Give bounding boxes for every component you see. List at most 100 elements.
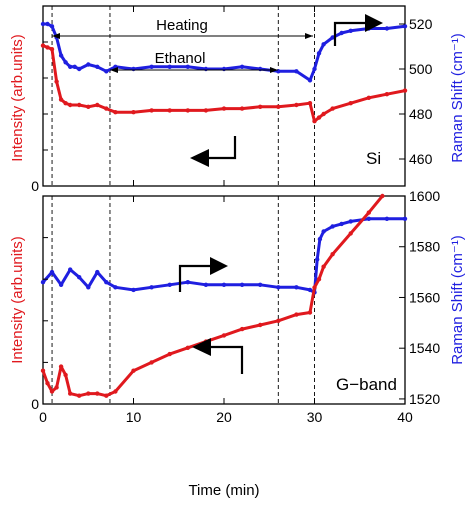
si-data-marks bbox=[40, 21, 408, 124]
g-series-0-point bbox=[239, 282, 245, 287]
si-series-0-point bbox=[307, 78, 313, 83]
g-series-0-point bbox=[366, 216, 371, 221]
g-series-0-point bbox=[49, 269, 55, 275]
si-series-0-point bbox=[86, 62, 91, 67]
g-series-1-point bbox=[68, 391, 73, 396]
si-series-0-point bbox=[104, 69, 109, 74]
g-series-1-point bbox=[104, 393, 109, 398]
si-series-1-point bbox=[63, 101, 68, 106]
g-series-1-point bbox=[330, 252, 335, 257]
g-series-0-point bbox=[131, 287, 136, 293]
g-series-0-point bbox=[330, 224, 335, 229]
si-series-1-point bbox=[45, 45, 50, 50]
g-right-tick-label: 1600 bbox=[409, 188, 440, 204]
si-right-axis-arrowhead-icon bbox=[365, 14, 383, 32]
g-left-tick-label: 0 bbox=[31, 396, 39, 412]
si-series-0-point bbox=[58, 53, 64, 58]
si-series-1-point bbox=[104, 106, 109, 111]
g-series-0-point bbox=[58, 282, 64, 287]
si-series-1-point bbox=[203, 108, 209, 113]
si-series-0-point bbox=[40, 21, 46, 27]
si-series-1-point bbox=[221, 106, 227, 111]
si-series-1-point bbox=[131, 110, 136, 115]
si-series-0-point bbox=[68, 64, 73, 70]
g-left-axis-title: Intensity (arb.units) bbox=[9, 236, 26, 364]
si-right-axis-arrow-icon bbox=[333, 21, 365, 46]
g-series-0-point bbox=[86, 285, 91, 290]
g-series-1-point bbox=[95, 391, 100, 396]
g-series-1-point bbox=[307, 310, 313, 315]
si-series-0-point bbox=[131, 66, 136, 72]
g-vertical-guides bbox=[51, 196, 315, 404]
si-series-0-point bbox=[348, 28, 353, 33]
g-right-axis-arrow-icon bbox=[178, 264, 210, 292]
g-series-1-point bbox=[276, 318, 281, 323]
g-series-0-point bbox=[203, 282, 209, 287]
si-series-1-point bbox=[348, 101, 353, 106]
g-axis-ticks: 0 10 20 30 40 1520 1540 1560 1580 1600 0 bbox=[31, 188, 440, 425]
g-left-axis-arrow-icon bbox=[211, 345, 244, 374]
si-left-axis-arrowhead-icon bbox=[190, 149, 209, 167]
si-series-0-point bbox=[330, 35, 335, 40]
heating-annotation: Heating bbox=[52, 15, 313, 39]
g-series-0-point bbox=[149, 285, 154, 290]
si-axis-ticks: 460 480 500 520 0 bbox=[31, 6, 433, 194]
g-series-1-point bbox=[380, 193, 385, 199]
si-right-tick-label: 460 bbox=[409, 151, 433, 167]
g-right-tick-label: 1580 bbox=[409, 239, 440, 255]
si-series-0-point bbox=[45, 21, 50, 27]
g-panel-label: G−band bbox=[336, 375, 397, 394]
si-series-0-point bbox=[402, 24, 408, 29]
g-series-0-point bbox=[258, 282, 263, 287]
si-panel-label: Si bbox=[366, 149, 381, 168]
g-series-0-point bbox=[339, 221, 344, 227]
g-series-0-point bbox=[113, 285, 118, 290]
g-series-0-point bbox=[77, 275, 82, 280]
g-series-1-point bbox=[45, 381, 50, 386]
g-series-1-point bbox=[54, 385, 59, 390]
panel-g-band: 0 10 20 30 40 1520 1540 1560 1580 1600 0 G−band Ti… bbox=[31, 188, 440, 499]
si-series-1-point bbox=[113, 110, 118, 115]
g-series-0-point bbox=[321, 229, 326, 234]
ethanol-label: Ethanol bbox=[155, 50, 206, 67]
g-x-tick-label: 30 bbox=[307, 409, 323, 425]
si-series-1-point bbox=[149, 108, 154, 113]
si-series-0-point bbox=[95, 64, 100, 70]
heating-label-bg bbox=[142, 15, 222, 33]
heating-arrowhead-left bbox=[52, 33, 60, 39]
ethanol-arrowhead-left bbox=[110, 67, 118, 73]
si-series-1-point bbox=[167, 108, 172, 113]
si-right-tick-label: 520 bbox=[409, 16, 433, 32]
g-series-1-point bbox=[131, 368, 136, 373]
g-right-tick-label: 1560 bbox=[409, 289, 440, 305]
si-series-0-point bbox=[149, 64, 154, 70]
si-series-0-point bbox=[312, 66, 317, 72]
si-series-1-point bbox=[185, 108, 190, 113]
g-series-1-point bbox=[77, 393, 82, 398]
g-right-tick-label: 1520 bbox=[409, 391, 440, 407]
g-right-axis-title: Raman Shift (cm⁻¹) bbox=[449, 235, 466, 365]
si-series-1-point bbox=[49, 47, 55, 52]
si-series-1-point bbox=[330, 106, 335, 111]
si-left-axis-title: Intensity (arb.units) bbox=[9, 34, 26, 162]
g-series-0-point bbox=[348, 219, 353, 224]
g-series-0-point bbox=[317, 236, 323, 242]
g-series-1-point bbox=[312, 285, 317, 290]
g-right-axis-arrowhead-icon bbox=[210, 257, 228, 275]
si-right-tick-label: 500 bbox=[409, 61, 433, 77]
si-series-1-point bbox=[312, 119, 317, 124]
g-series-0-point bbox=[167, 282, 172, 287]
g-series-0-point bbox=[276, 285, 281, 290]
si-series-1-point bbox=[40, 43, 46, 48]
g-series-1-point bbox=[366, 210, 371, 215]
ethanol-annotation: Ethanol bbox=[110, 50, 278, 73]
si-series-0-point bbox=[72, 64, 77, 70]
si-series-1-point bbox=[77, 102, 82, 108]
si-series-1-point bbox=[95, 102, 100, 108]
g-series-0-point bbox=[294, 285, 299, 290]
si-series-0-point bbox=[339, 30, 344, 36]
si-series-0-point bbox=[167, 64, 172, 70]
g-series-1-point bbox=[167, 351, 172, 357]
si-series-1-point bbox=[402, 88, 408, 93]
